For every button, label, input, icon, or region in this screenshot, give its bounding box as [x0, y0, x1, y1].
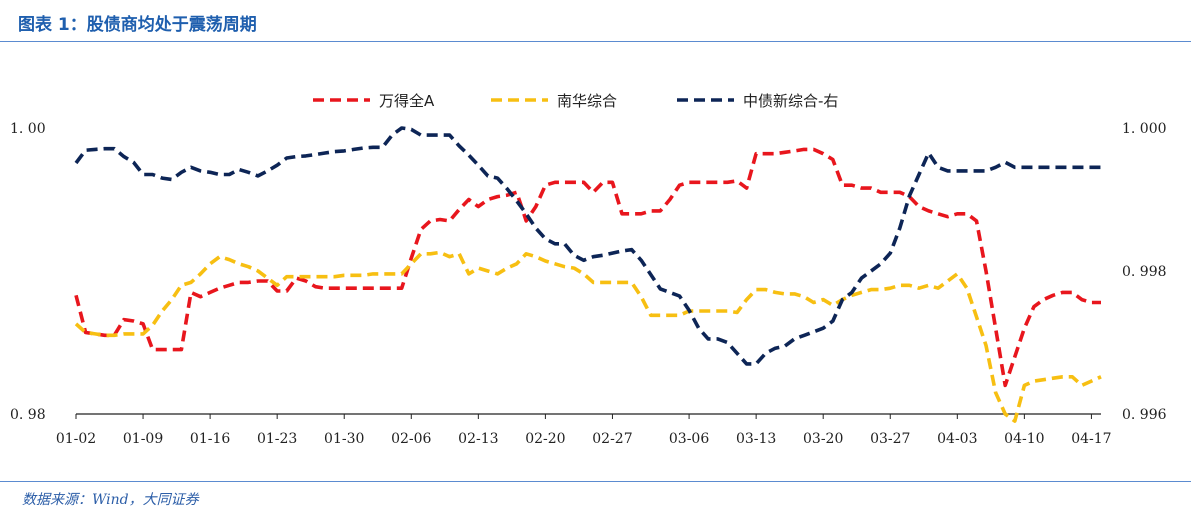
legend-label-zhongzhai: 中债新综合-右	[743, 92, 838, 110]
y-right-tick-label: 0. 998	[1122, 264, 1167, 280]
series-line-wind	[74, 147, 1101, 388]
x-tick-label: 03-13	[736, 431, 776, 447]
chart: 01-02 01-09 01-16 01-23 01-30 02-06 02-13 02-20…	[10, 92, 1167, 447]
x-tick-label: 02-27	[592, 431, 632, 447]
x-tick-label: 03-20	[803, 431, 843, 447]
x-tick-label: 01-30	[324, 431, 364, 447]
x-tick-label: 01-23	[257, 431, 297, 447]
series-line-nanhua	[74, 250, 1102, 423]
footer-rule	[0, 481, 1191, 482]
x-tick-label: 02-20	[525, 431, 565, 447]
y-left-tick-label: 1. 00	[10, 121, 46, 137]
series-line-zhongzhai	[74, 126, 1101, 366]
x-tick-label: 03-06	[669, 431, 709, 447]
legend-label-wind: 万得全A	[379, 92, 435, 110]
y-right-tick-label: 0. 996	[1122, 407, 1167, 423]
x-tick-label: 04-03	[937, 431, 977, 447]
chart-axes: 01-02 01-09 01-16 01-23 01-30 02-06 02-13 02-20…	[10, 121, 1167, 447]
x-tick-label: 04-17	[1071, 431, 1111, 447]
series-layer	[74, 126, 1102, 423]
header-rule	[0, 41, 1191, 42]
x-tick-label: 04-10	[1004, 431, 1044, 447]
x-tick-label: 02-13	[458, 431, 498, 447]
x-tick-label: 02-06	[391, 431, 431, 447]
y-left-tick-label: 0. 98	[10, 407, 46, 423]
legend-label-nanhua: 南华综合	[557, 92, 617, 110]
figure-header: 图表 1：股债商均处于震荡周期	[0, 0, 1191, 44]
x-tick-label: 01-09	[123, 431, 163, 447]
x-tick-label: 01-02	[56, 431, 96, 447]
source-note: 数据来源：Wind，大同证券	[22, 492, 199, 508]
legend: 万得全A 南华综合 中债新综合-右	[313, 92, 838, 110]
figure-title: 图表 1：股债商均处于震荡周期	[18, 15, 257, 35]
x-tick-label: 01-16	[190, 431, 230, 447]
y-right-tick-label: 1. 000	[1122, 121, 1167, 137]
x-tick-label: 03-27	[870, 431, 910, 447]
